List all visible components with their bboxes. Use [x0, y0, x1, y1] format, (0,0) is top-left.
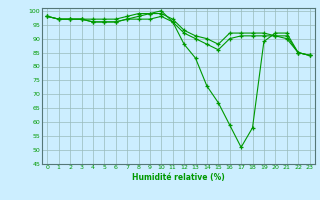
X-axis label: Humidité relative (%): Humidité relative (%) — [132, 173, 225, 182]
